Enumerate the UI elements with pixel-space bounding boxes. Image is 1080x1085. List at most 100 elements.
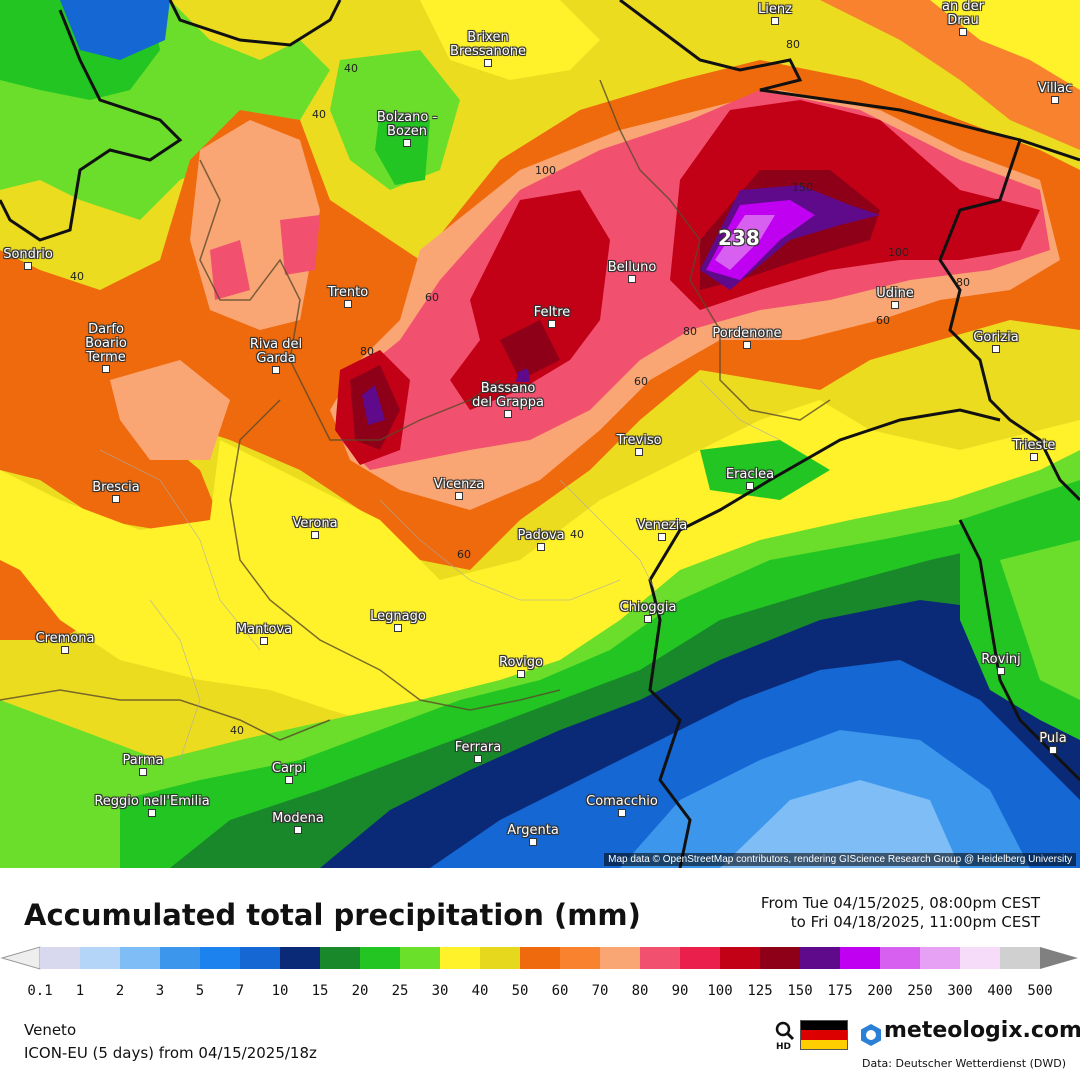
legend-tick-label: 125 bbox=[747, 983, 773, 999]
legend-swatch bbox=[760, 947, 801, 969]
city-marker bbox=[1030, 453, 1038, 461]
city-marker bbox=[112, 495, 120, 503]
map-attribution[interactable]: Map data © OpenStreetMap contributors, r… bbox=[604, 853, 1076, 866]
legend-tick-label: 30 bbox=[431, 983, 449, 999]
city-label: Pula bbox=[1039, 731, 1067, 746]
city-marker bbox=[294, 826, 302, 834]
city-label: Darfo Boario Terme bbox=[85, 322, 127, 365]
footer-panel: Accumulated total precipitation (mm) Fro… bbox=[0, 868, 1080, 1085]
isoline-value: 60 bbox=[457, 548, 471, 561]
city-label: Vicenza bbox=[433, 477, 485, 492]
city-label: Rovigo bbox=[499, 655, 543, 670]
legend-swatch bbox=[160, 947, 201, 969]
city-label: Verona bbox=[292, 516, 338, 531]
city-label: Gorizia bbox=[973, 330, 1019, 345]
city-marker bbox=[394, 624, 402, 632]
city-label: Modena bbox=[272, 811, 324, 826]
city-marker bbox=[537, 543, 545, 551]
city-label: Sondrio bbox=[3, 247, 53, 262]
city-label: Trieste bbox=[1012, 438, 1056, 453]
legend-tick-label: 80 bbox=[631, 983, 649, 999]
legend-swatch bbox=[280, 947, 321, 969]
legend-tick-label: 40 bbox=[471, 983, 489, 999]
svg-text:HD: HD bbox=[776, 1042, 791, 1050]
meteologix-logo-icon bbox=[861, 1024, 881, 1046]
chart-title: Accumulated total precipitation (mm) bbox=[24, 898, 641, 932]
legend-labels: 0.1 1 2 3 5 7 10 15 20 25 30 40 50 60 70 80 90 100 125 150 1… bbox=[0, 983, 1080, 1003]
city-label: Belluno bbox=[607, 260, 657, 275]
legend-tick-label: 400 bbox=[987, 983, 1013, 999]
legend-tick-label: 2 bbox=[115, 983, 125, 999]
city-label: Villac bbox=[1037, 81, 1073, 96]
legend-swatch bbox=[960, 947, 1001, 969]
city-label: Eraclea bbox=[725, 467, 775, 482]
city-marker bbox=[139, 768, 147, 776]
city-marker bbox=[517, 670, 525, 678]
city-label: Lienz bbox=[758, 2, 792, 17]
hd-zoom-icon[interactable]: HD bbox=[774, 1020, 796, 1050]
isoline-value: 60 bbox=[634, 375, 648, 388]
city-marker bbox=[644, 615, 652, 623]
legend-swatch bbox=[480, 947, 521, 969]
city-marker bbox=[1051, 96, 1059, 104]
period-end: to Fri 04/18/2025, 11:00pm CEST bbox=[790, 913, 1040, 931]
city-label: Rovinj bbox=[981, 652, 1021, 667]
city-label: Padova bbox=[517, 528, 565, 543]
legend-swatch bbox=[440, 947, 481, 969]
city-label: Bassano del Grappa bbox=[472, 381, 544, 410]
legend-swatch bbox=[920, 947, 961, 969]
isoline-value: 80 bbox=[360, 345, 374, 358]
city-label: Udine bbox=[876, 286, 914, 301]
city-marker bbox=[658, 533, 666, 541]
city-label: Feltre bbox=[533, 305, 571, 320]
legend-tick-label: 3 bbox=[155, 983, 165, 999]
legend-tick-label: 20 bbox=[351, 983, 369, 999]
legend-high-arrow bbox=[1040, 947, 1078, 969]
legend-tick-label: 150 bbox=[787, 983, 813, 999]
city-marker bbox=[24, 262, 32, 270]
isoline-value: 40 bbox=[312, 108, 326, 121]
city-marker bbox=[285, 776, 293, 784]
city-marker bbox=[474, 755, 482, 763]
city-label: Brixen Bressanone bbox=[450, 30, 526, 59]
city-label: Mantova bbox=[235, 622, 293, 637]
legend-tick-label: 500 bbox=[1027, 983, 1053, 999]
isoline-value: 100 bbox=[888, 246, 909, 259]
city-marker bbox=[891, 301, 899, 309]
region-name: Veneto bbox=[24, 1021, 77, 1039]
brand-name[interactable]: meteologix.com bbox=[884, 1018, 1080, 1043]
legend-tick-label: 300 bbox=[947, 983, 973, 999]
city-marker bbox=[618, 809, 626, 817]
city-label: Brescia bbox=[92, 480, 140, 495]
legend-swatch bbox=[40, 947, 81, 969]
city-marker bbox=[771, 17, 779, 25]
data-source: Data: Deutscher Wetterdienst (DWD) bbox=[862, 1057, 1066, 1070]
color-scale-legend bbox=[0, 946, 1078, 970]
model-info: ICON-EU (5 days) from 04/15/2025/18z bbox=[24, 1044, 317, 1062]
city-marker bbox=[272, 366, 280, 374]
city-marker bbox=[628, 275, 636, 283]
city-marker bbox=[504, 410, 512, 418]
legend-tick-label: 200 bbox=[867, 983, 893, 999]
city-label: Riva del Garda bbox=[249, 337, 303, 366]
legend-low-arrow bbox=[0, 946, 41, 970]
city-marker bbox=[548, 320, 556, 328]
city-marker bbox=[61, 646, 69, 654]
legend-swatch bbox=[680, 947, 721, 969]
city-label: Pordenone bbox=[712, 326, 782, 341]
legend-tick-label: 0.1 bbox=[27, 983, 53, 999]
city-marker bbox=[148, 809, 156, 817]
city-marker bbox=[1049, 746, 1057, 754]
legend-swatch bbox=[240, 947, 281, 969]
city-marker bbox=[743, 341, 751, 349]
legend-tick-label: 10 bbox=[271, 983, 289, 999]
city-marker bbox=[635, 448, 643, 456]
city-label: Ferrara bbox=[454, 740, 502, 755]
city-label: Cremona bbox=[35, 631, 95, 646]
legend-swatch bbox=[120, 947, 161, 969]
legend-swatch bbox=[880, 947, 921, 969]
city-marker bbox=[529, 838, 537, 846]
city-marker bbox=[102, 365, 110, 373]
city-label: an der Drau bbox=[942, 0, 984, 28]
precipitation-map[interactable]: Lienz an der Drau Villac Brixen Bressanone B… bbox=[0, 0, 1080, 868]
